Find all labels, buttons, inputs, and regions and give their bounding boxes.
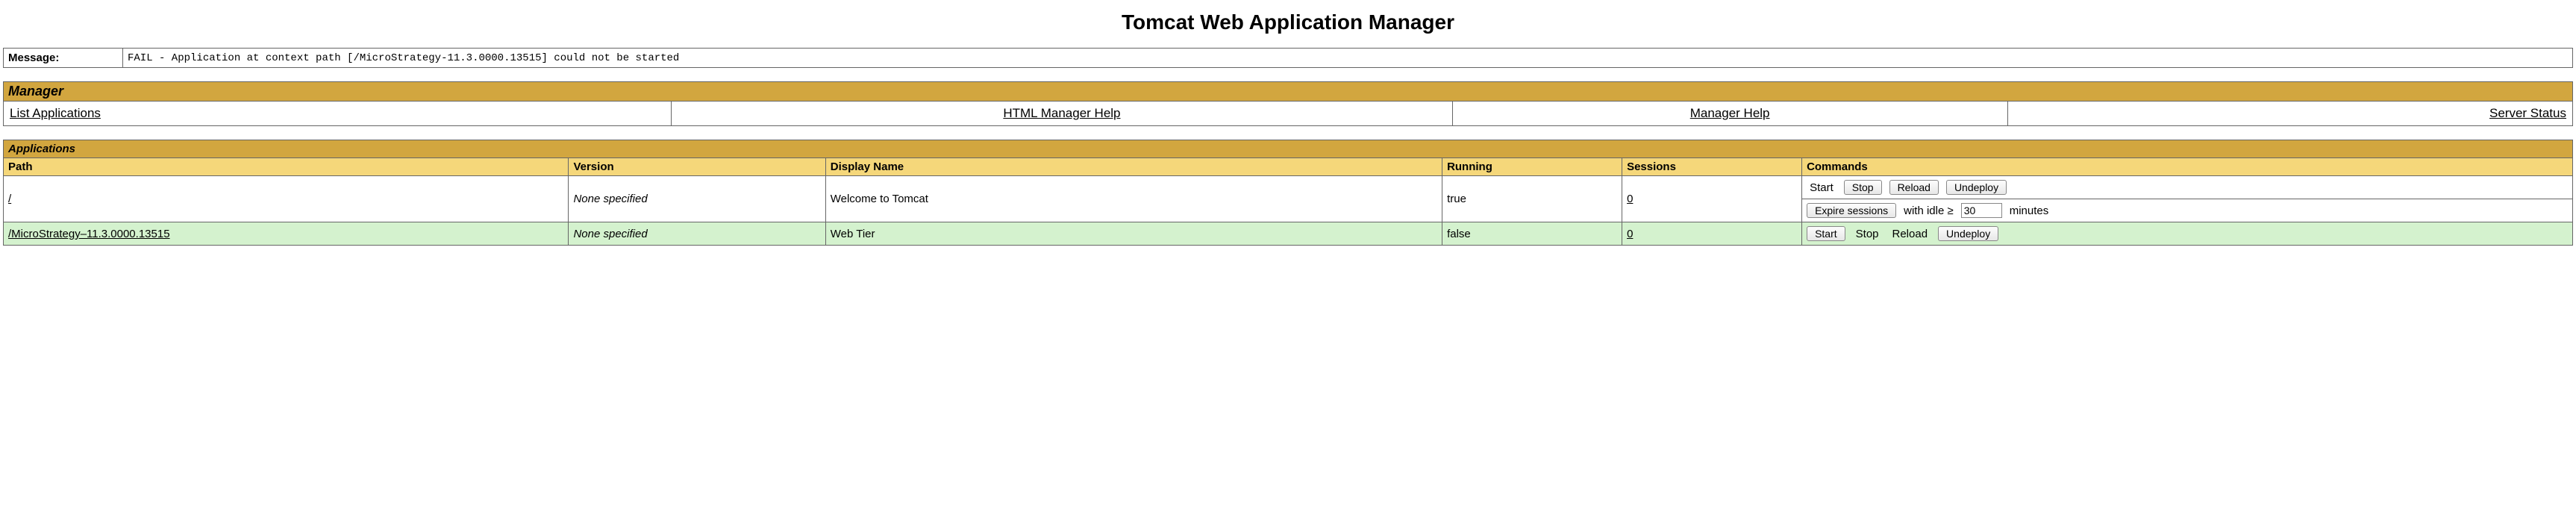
app-running: false <box>1442 222 1622 246</box>
app-display-name: Web Tier <box>825 222 1442 246</box>
start-button[interactable]: Start <box>1807 226 1845 241</box>
link-server-status[interactable]: Server Status <box>2489 106 2566 120</box>
stop-button[interactable]: Stop <box>1844 180 1882 195</box>
app-running: true <box>1442 176 1622 222</box>
app-version: None specified <box>569 222 825 246</box>
col-commands: Commands <box>1802 158 2573 176</box>
app-path-link[interactable]: /MicroStrategy–11.3.0000.13515 <box>8 228 170 240</box>
app-commands: Start Stop Reload Undeploy <box>1802 222 2573 246</box>
col-display: Display Name <box>825 158 1442 176</box>
app-path-link[interactable]: / <box>8 193 11 205</box>
app-sessions-link[interactable]: 0 <box>1627 193 1633 205</box>
app-commands: Start Stop Reload Undeploy <box>1802 176 2573 199</box>
col-sessions: Sessions <box>1622 158 1802 176</box>
app-row: /MicroStrategy–11.3.0000.13515 None spec… <box>4 222 2573 246</box>
app-version: None specified <box>569 176 825 222</box>
undeploy-button[interactable]: Undeploy <box>1946 180 2007 195</box>
link-list-applications[interactable]: List Applications <box>10 106 101 120</box>
app-sessions-link[interactable]: 0 <box>1627 228 1633 240</box>
col-version: Version <box>569 158 825 176</box>
manager-header: Manager <box>4 82 2573 102</box>
undeploy-button[interactable]: Undeploy <box>1938 226 1998 241</box>
idle-minutes-input[interactable] <box>1961 203 2002 218</box>
app-display-name: Welcome to Tomcat <box>825 176 1442 222</box>
reload-button[interactable]: Reload <box>1889 180 1939 195</box>
app-commands-expire: Expire sessions with idle ≥ minutes <box>1802 199 2573 222</box>
start-label-disabled: Start <box>1807 181 1836 195</box>
message-label: Message: <box>4 49 123 68</box>
stop-label-disabled: Stop <box>1853 227 1882 241</box>
manager-table: Manager List Applications HTML Manager H… <box>3 81 2573 126</box>
with-idle-label: with idle ≥ <box>1904 205 1954 217</box>
expire-sessions-button[interactable]: Expire sessions <box>1807 203 1896 218</box>
message-table: Message: FAIL - Application at context p… <box>3 48 2573 68</box>
message-value: FAIL - Application at context path [/Mic… <box>123 49 2573 68</box>
minutes-label: minutes <box>2010 205 2049 217</box>
col-running: Running <box>1442 158 1622 176</box>
col-path: Path <box>4 158 569 176</box>
applications-table: Applications Path Version Display Name R… <box>3 140 2573 246</box>
page-title: Tomcat Web Application Manager <box>3 10 2573 34</box>
applications-header: Applications <box>4 140 2573 158</box>
app-row: / None specified Welcome to Tomcat true … <box>4 176 2573 199</box>
link-html-manager-help[interactable]: HTML Manager Help <box>1003 106 1120 120</box>
link-manager-help[interactable]: Manager Help <box>1690 106 1770 120</box>
reload-label-disabled: Reload <box>1889 227 1931 241</box>
